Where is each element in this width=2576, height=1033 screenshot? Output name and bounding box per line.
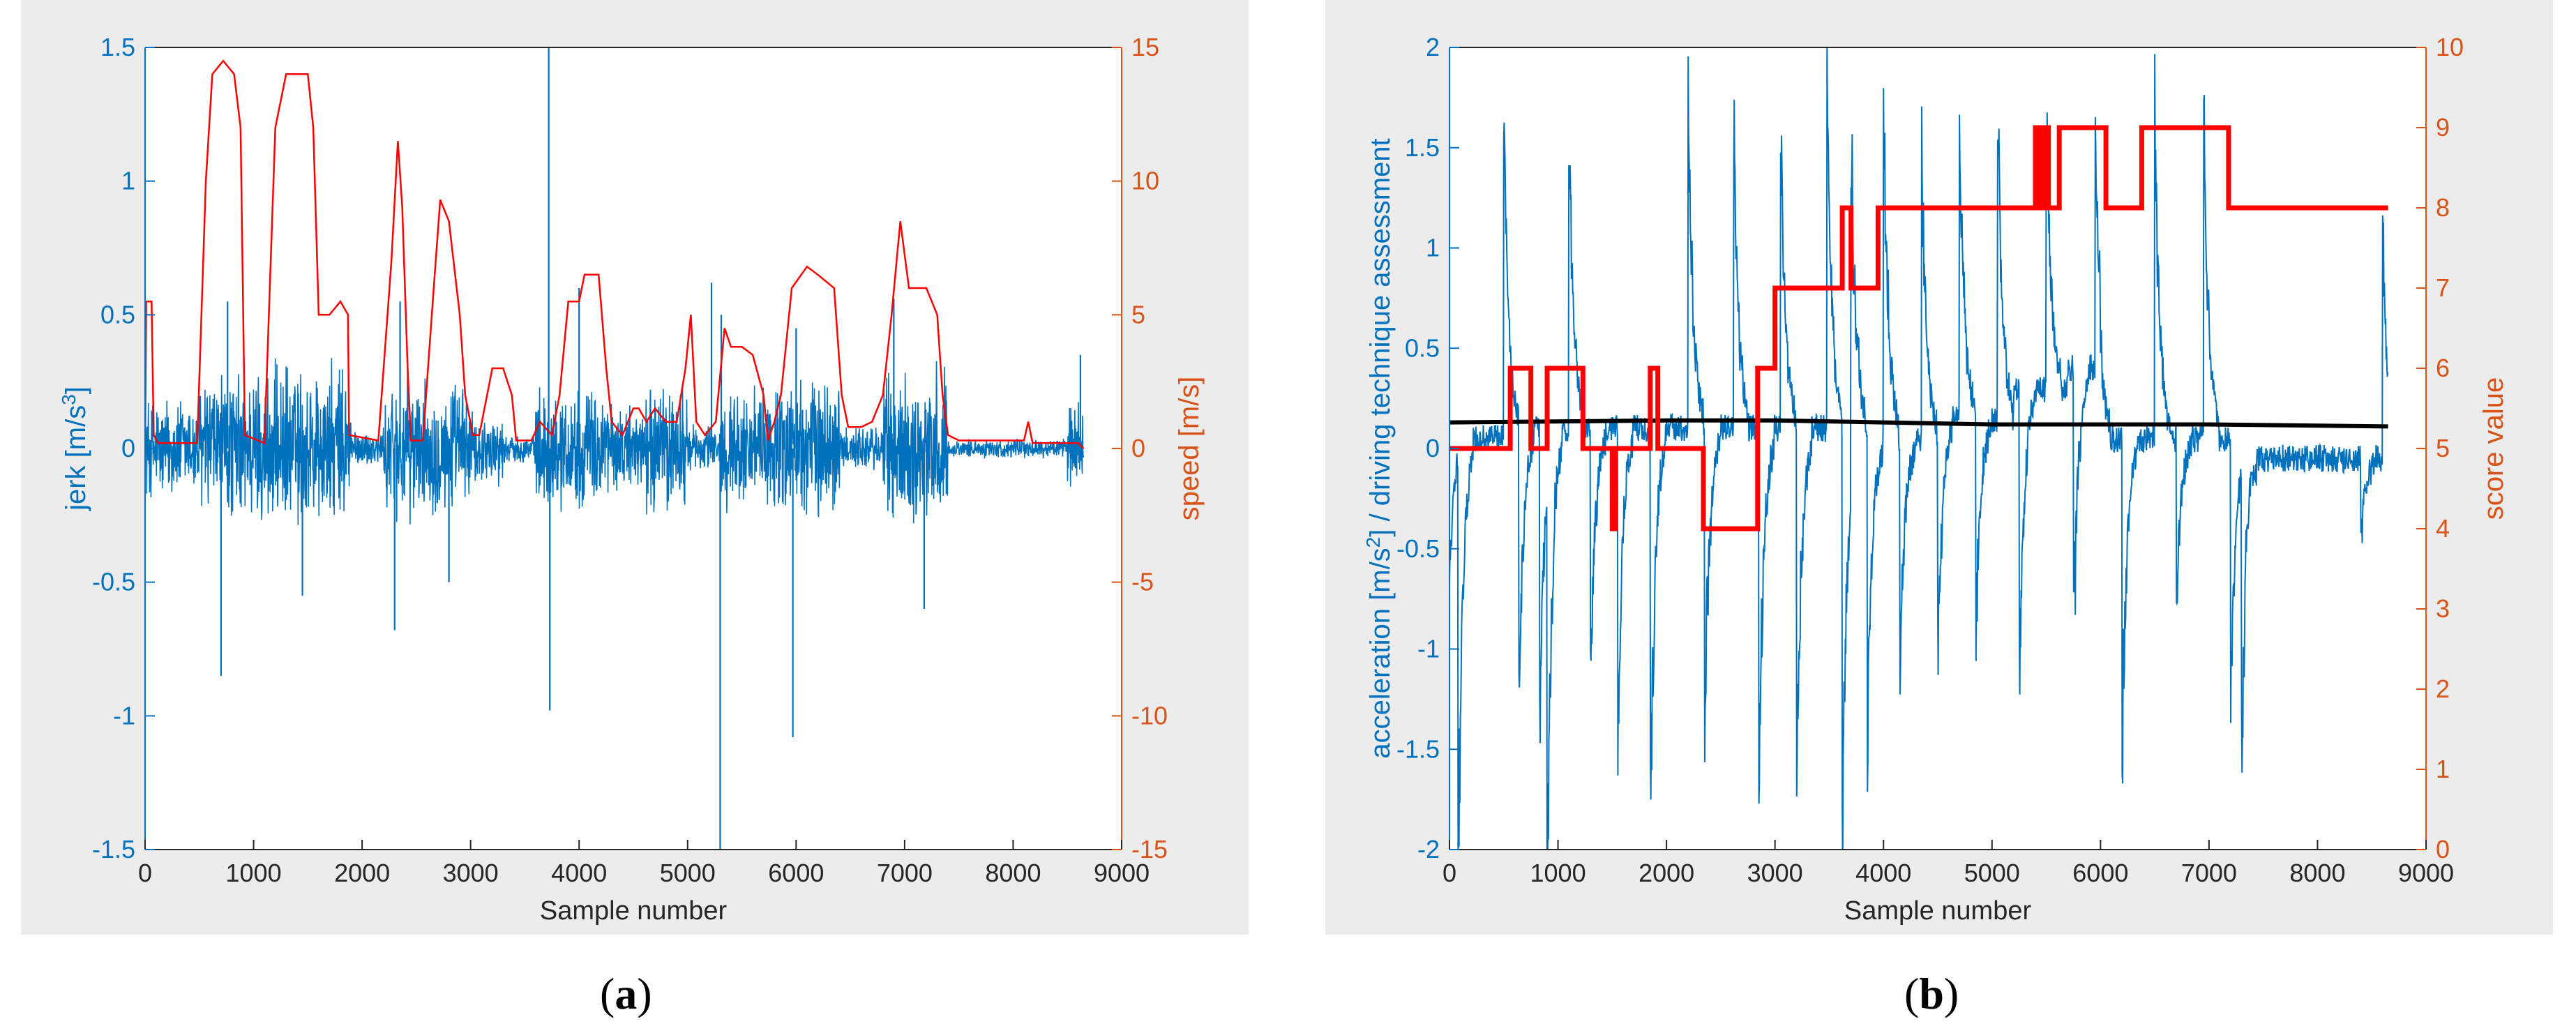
chart-a-ylabel-right: speed [m/s]	[1174, 377, 1205, 521]
chart-b-ytick-left-label: 1.5	[1405, 133, 1440, 162]
chart-a-xtick-label: 4000	[551, 859, 607, 887]
chart-b-ytick-left-label: 0.5	[1405, 333, 1440, 362]
chart-b-ylabel-right: score value	[2478, 377, 2509, 520]
chart-b-xtick-label: 3000	[1747, 859, 1803, 887]
chart-b-ytick-right-label: 9	[2436, 113, 2450, 142]
chart-a-xtick-label: 2000	[334, 859, 390, 887]
chart-a-ytick-right-label: 0	[1131, 434, 1145, 462]
chart-panel-b: 0 1000 2000 3000 4000 5000 6000 7000 8000 9000 -2-…	[1325, 0, 2553, 935]
caption-b: (b)	[1904, 969, 1959, 1018]
chart-a-xtick-label: 9000	[1094, 859, 1150, 887]
chart-b-xtick-label: 2000	[1639, 859, 1694, 887]
chart-a-plot-content	[145, 47, 1085, 850]
chart-b-xtick-label: 6000	[2072, 859, 2128, 887]
chart-b-xtick-label: 1000	[1530, 859, 1586, 887]
chart-a-series-speed	[145, 59, 1085, 449]
chart-b-ytick-right-label: 2	[2436, 674, 2450, 703]
chart-b-series-acceleration	[1449, 47, 2389, 850]
chart-b-ytick-left-label: -1	[1417, 635, 1440, 663]
chart-b-ytick-right-label: 0	[2436, 835, 2450, 864]
chart-a-xtick-label: 1000	[226, 859, 282, 887]
chart-b-xtick-label: 0	[1443, 859, 1456, 887]
chart-a-ytick-left-label: 0.5	[100, 300, 135, 329]
chart-b-ytick-right-label: 7	[2436, 273, 2450, 302]
chart-a-ytick-left-label: -0.5	[92, 568, 135, 596]
chart-b-series-driving-technique-assessment	[1449, 418, 2388, 429]
chart-a-ytick-left-label: -1	[113, 701, 135, 730]
chart-a-xtick-label: 0	[138, 859, 152, 887]
chart-a-xtick-label: 5000	[660, 859, 716, 887]
chart-a-svg: 0 1000 2000 3000 4000 5000 6000 7000 8000 9000-1.…	[58, 33, 1205, 926]
chart-b-xtick-label: 5000	[1964, 859, 2020, 887]
chart-a-series-jerk	[145, 358, 1085, 525]
chart-b-ytick-left-label: -0.5	[1396, 534, 1440, 563]
chart-b-xtick-label: 9000	[2398, 859, 2454, 887]
chart-b-ytick-left-label: 2	[1426, 33, 1440, 61]
chart-a-ytick-left-label: 0	[121, 434, 135, 462]
chart-a-ytick-right-label: -5	[1131, 568, 1154, 596]
chart-a-ytick-right-label: -10	[1131, 701, 1168, 730]
chart-b-ytick-left-label: 1	[1426, 234, 1440, 262]
chart-a-xtick-label: 6000	[768, 859, 824, 887]
chart-a-xlabel: Sample number	[540, 896, 728, 926]
chart-b-ytick-left-label: -2	[1417, 835, 1440, 864]
chart-b-ytick-right-label: 4	[2436, 514, 2450, 543]
chart-a-ytick-left-label: 1.5	[100, 33, 135, 61]
chart-a-ytick-left-label: -1.5	[92, 835, 135, 864]
chart-b-ylabel-left: acceleration [m/s2] / driving technique …	[1362, 138, 1396, 758]
caption-a: (a)	[600, 969, 652, 1018]
chart-a-xtick-label: 3000	[443, 859, 499, 887]
chart-a-xtick-label: 8000	[985, 859, 1041, 887]
chart-b-ytick-right-label: 5	[2436, 434, 2450, 462]
chart-b-ytick-right-label: 1	[2436, 755, 2450, 783]
chart-b-ytick-left-label: -1.5	[1396, 734, 1440, 763]
chart-a-ylabel-left: jerk [m/s3]	[58, 386, 91, 511]
chart-b-xtick-label: 7000	[2181, 859, 2237, 887]
chart-b-xlabel: Sample number	[1844, 896, 2032, 926]
chart-a-ytick-right-label: 5	[1131, 300, 1145, 329]
chart-b-ytick-right-label: 6	[2436, 354, 2450, 382]
chart-a-xtick-label: 7000	[877, 859, 933, 887]
chart-b-series-score-value	[1449, 125, 2388, 531]
chart-a-ytick-right-label: -15	[1131, 835, 1168, 864]
chart-b-plot-content	[1449, 47, 2389, 850]
chart-a-ytick-right-label: 15	[1131, 33, 1159, 61]
chart-b-xtick-label: 8000	[2289, 859, 2345, 887]
chart-b-ytick-right-label: 8	[2436, 193, 2450, 222]
chart-b-ytick-right-label: 10	[2436, 33, 2464, 61]
chart-b-svg: 0 1000 2000 3000 4000 5000 6000 7000 8000 9000-2-…	[1362, 33, 2509, 926]
chart-b-xtick-label: 4000	[1855, 859, 1911, 887]
chart-a-ytick-right-label: 10	[1131, 167, 1159, 195]
chart-panel-a: 0 1000 2000 3000 4000 5000 6000 7000 8000 9000 -1.…	[21, 0, 1249, 935]
chart-a-ytick-left-label: 1	[121, 167, 135, 195]
chart-b-ytick-left-label: 0	[1426, 434, 1440, 462]
chart-b-ytick-right-label: 3	[2436, 594, 2450, 623]
